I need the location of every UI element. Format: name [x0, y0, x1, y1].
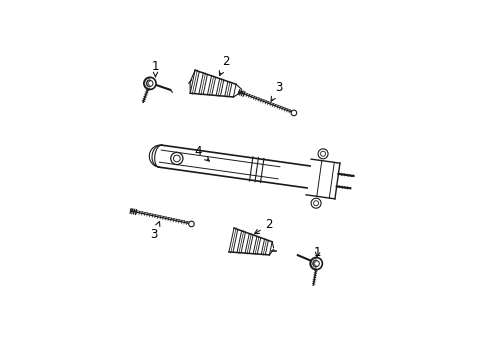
Circle shape	[318, 149, 328, 159]
Circle shape	[310, 257, 322, 270]
Circle shape	[144, 77, 156, 90]
Text: 1: 1	[314, 246, 321, 259]
Circle shape	[171, 152, 183, 165]
Circle shape	[189, 221, 194, 227]
Text: 2: 2	[254, 218, 273, 234]
Text: 3: 3	[150, 221, 160, 241]
Text: 3: 3	[271, 81, 283, 101]
Text: 1: 1	[152, 60, 159, 77]
Text: 4: 4	[195, 145, 209, 161]
Text: 2: 2	[220, 55, 230, 76]
Circle shape	[311, 198, 321, 208]
Circle shape	[291, 110, 296, 116]
